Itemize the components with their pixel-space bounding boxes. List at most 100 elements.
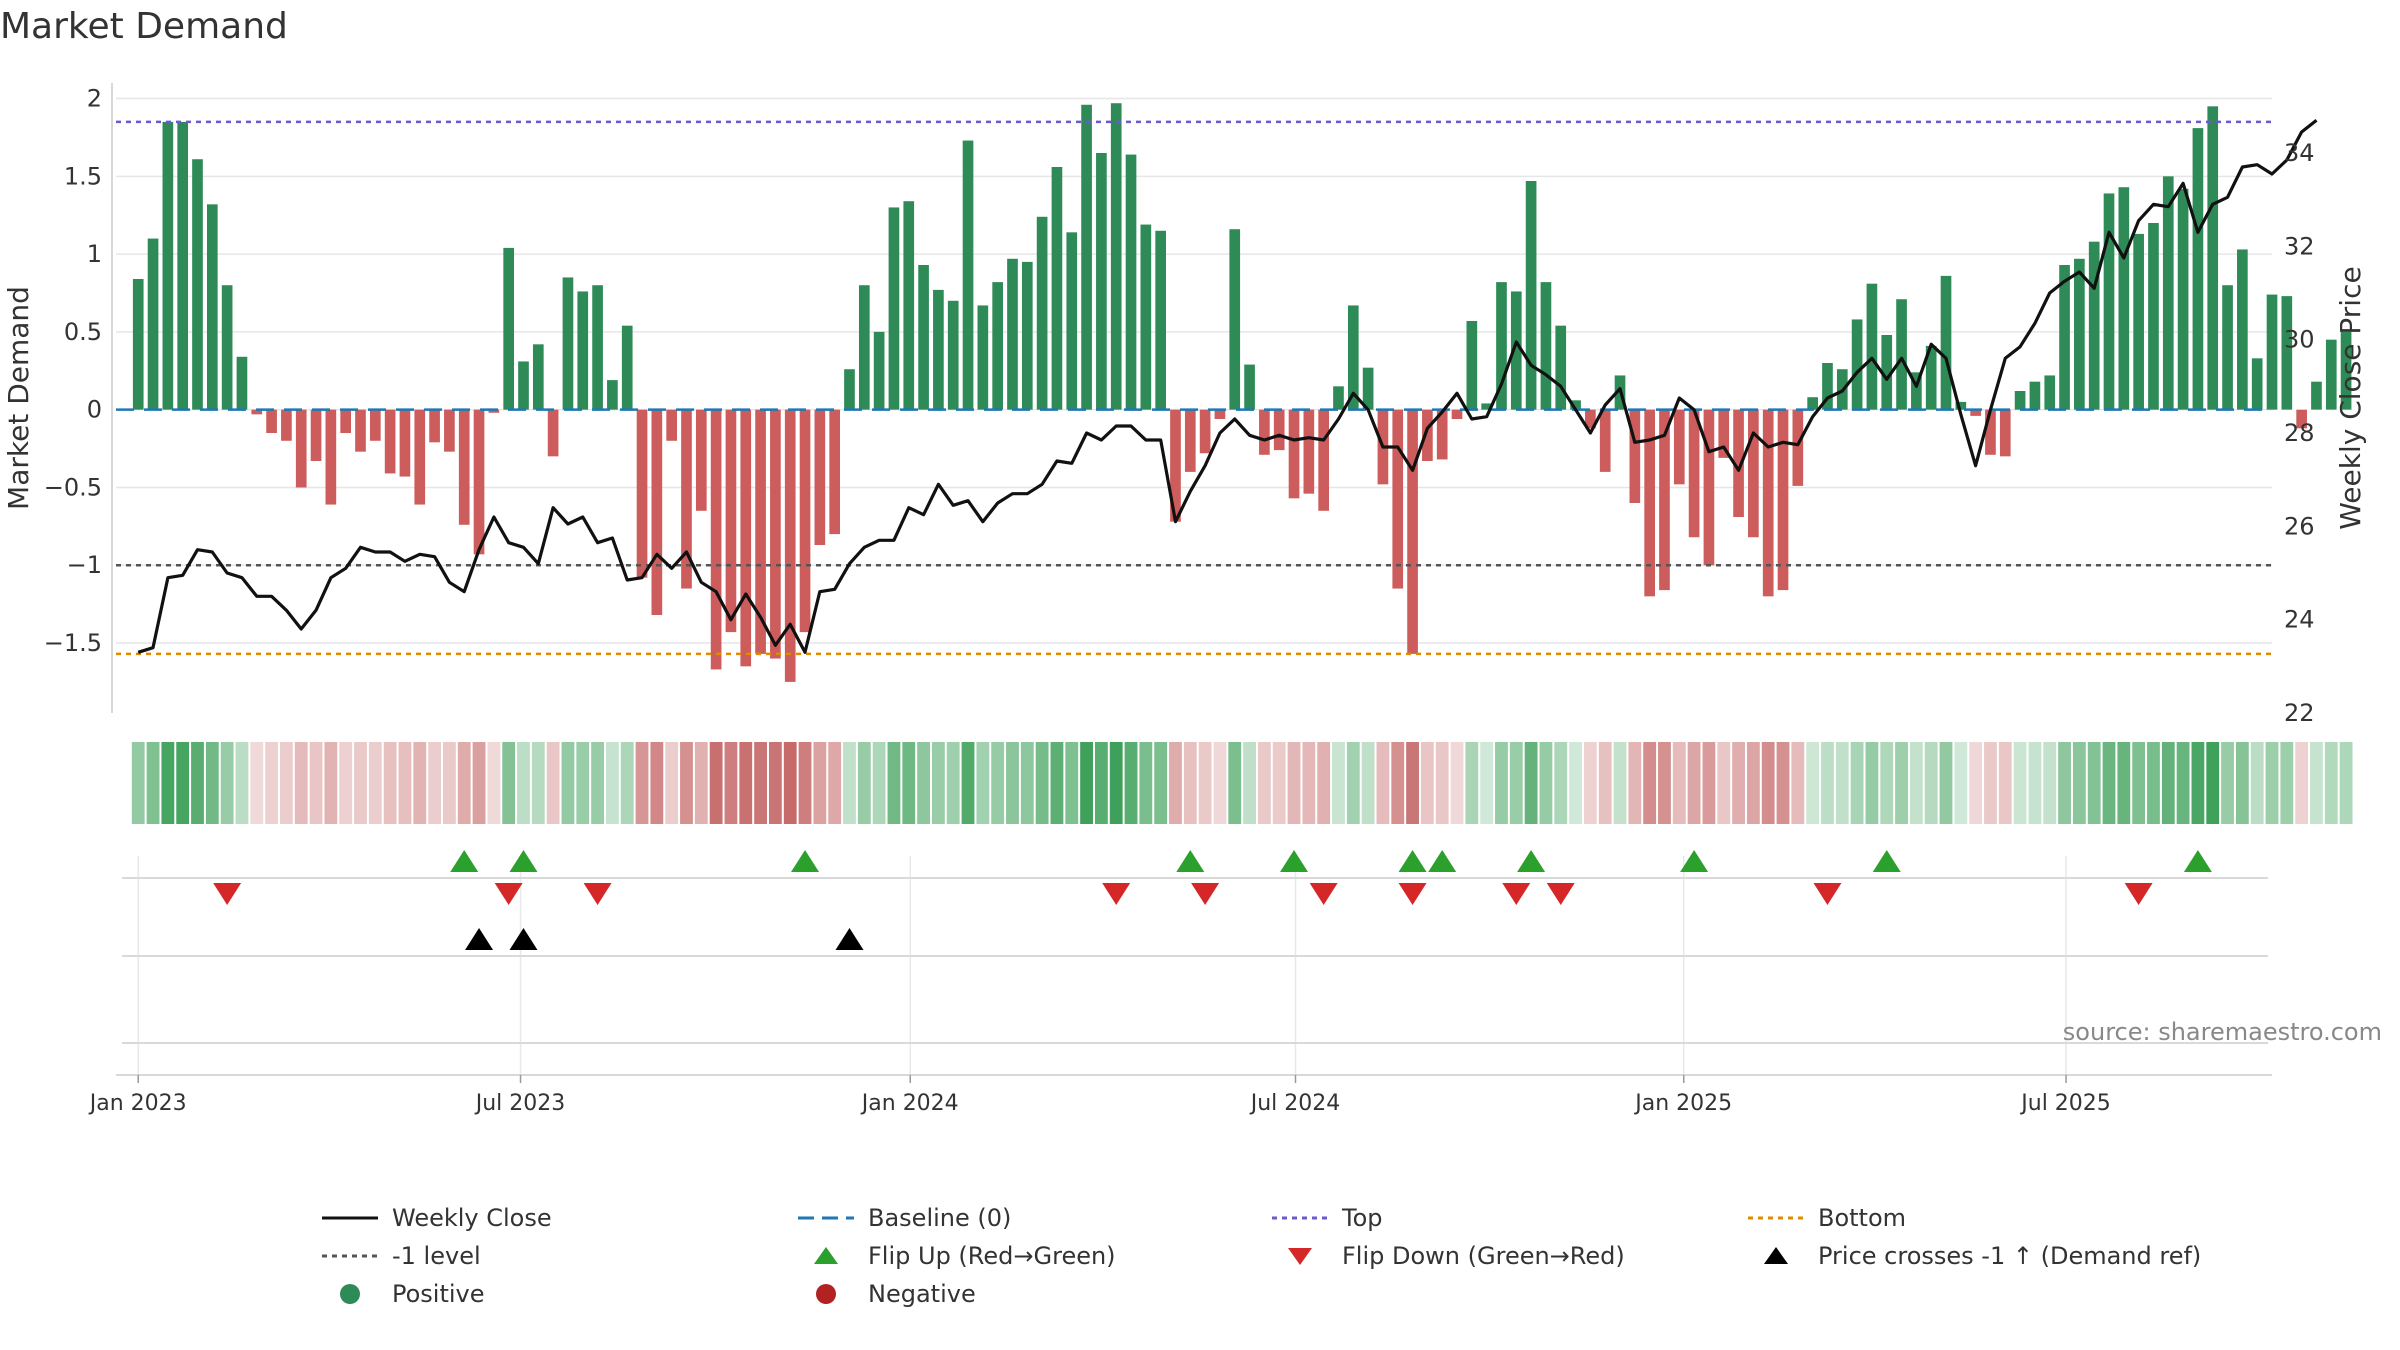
demand-bar	[221, 285, 233, 410]
heat-cell	[768, 742, 782, 824]
y-tick-label: −0.5	[44, 473, 102, 501]
heat-cell	[1243, 742, 1256, 824]
demand-bar	[2192, 128, 2204, 410]
heat-cell	[2310, 742, 2323, 824]
legend-swatch	[322, 1216, 378, 1220]
heat-cell	[161, 742, 175, 824]
demand-bar	[1762, 409, 1774, 597]
heat-cell	[1746, 742, 1760, 824]
y-tick-label: −1.5	[44, 629, 102, 657]
heat-cell	[1954, 742, 1968, 824]
heat-cell	[694, 742, 708, 824]
heat-cell	[976, 742, 990, 824]
heat-cell	[2102, 742, 2116, 824]
demand-bar	[325, 409, 337, 505]
heat-cell	[665, 742, 679, 824]
demand-bar	[2251, 358, 2263, 410]
heat-cell	[294, 742, 308, 824]
heat-cell	[1020, 742, 1034, 824]
heat-cell	[2339, 742, 2353, 824]
legend-label: Negative	[868, 1280, 976, 1308]
demand-bar	[1792, 409, 1804, 486]
heat-cell	[620, 742, 634, 824]
demand-bar	[1288, 409, 1300, 499]
heat-cell	[1495, 742, 1508, 824]
demand-bar	[1155, 230, 1166, 410]
demand-bar	[1170, 409, 1181, 522]
demand-bar	[147, 238, 159, 410]
flip-up-marker	[1428, 850, 1457, 872]
legend-swatch	[1288, 1248, 1312, 1265]
demand-bar	[1866, 283, 1878, 410]
flip-up-marker	[1517, 850, 1546, 872]
heat-cell	[235, 742, 249, 824]
demand-bar	[562, 277, 574, 410]
gridlines	[116, 97, 2272, 1075]
demand-bar	[844, 369, 855, 410]
left-y-axis: −1.5 −1 −0.5 0 0.5 1 1.5 2 Market Demand	[2, 85, 102, 657]
heat-cell	[991, 742, 1005, 824]
heat-cell	[2013, 742, 2027, 824]
demand-bar	[1451, 409, 1463, 419]
y2-tick-label: 22	[2284, 699, 2315, 727]
heat-cell	[280, 742, 293, 824]
heat-cell	[961, 742, 975, 824]
heat-cell	[265, 742, 278, 824]
demand-bar	[1851, 319, 1863, 410]
heat-cell	[1080, 742, 1093, 824]
demand-bar	[1466, 321, 1478, 410]
demand-bar	[1659, 409, 1670, 591]
demand-bar	[1051, 167, 1063, 410]
flip-marker-panel	[122, 850, 2268, 905]
demand-bar	[266, 409, 277, 433]
price-cross-marker	[509, 928, 538, 950]
heat-cell	[650, 742, 664, 824]
demand-bar	[1940, 275, 1952, 410]
heat-cell	[220, 742, 234, 824]
flip-down-marker	[583, 883, 612, 905]
demand-bar	[1955, 401, 1967, 410]
heat-cell	[1391, 742, 1405, 824]
heat-cell	[828, 742, 842, 824]
heat-cell	[2295, 742, 2309, 824]
heat-cell	[398, 742, 412, 824]
heat-cell	[1569, 742, 1582, 824]
flip-up-marker	[1280, 850, 1309, 872]
x-tick-label: Jan 2024	[860, 1091, 959, 1116]
demand-bar	[1570, 400, 1581, 410]
y-axis-label: Market Demand	[2, 286, 35, 510]
demand-bar	[1066, 232, 1078, 410]
flip-down-marker	[1813, 883, 1842, 905]
demand-bar	[933, 289, 944, 410]
demand-bar	[444, 409, 455, 452]
heat-cell	[798, 742, 812, 824]
heat-cell	[191, 742, 204, 824]
demand-bar	[1392, 409, 1404, 589]
heat-cell	[591, 742, 604, 824]
heat-cell	[2028, 742, 2042, 824]
legend-label: -1 level	[392, 1242, 481, 1270]
demand-bar	[1911, 372, 1922, 410]
heat-cell	[1821, 742, 1834, 824]
flip-up-marker	[1176, 850, 1205, 872]
heat-cell	[457, 742, 471, 824]
heat-cell	[576, 742, 590, 824]
demand-bar	[369, 409, 381, 441]
heat-cell	[1806, 742, 1820, 824]
heat-cell	[472, 742, 486, 824]
demand-bar	[666, 409, 678, 441]
demand-bar	[873, 331, 885, 410]
demand-bar	[399, 409, 411, 477]
heat-cell	[442, 742, 456, 824]
heat-cell	[1094, 742, 1108, 824]
demand-bar	[1688, 409, 1700, 538]
heat-cell	[931, 742, 945, 824]
demand-bar	[1510, 291, 1522, 410]
demand-bar	[592, 285, 603, 410]
demand-bar	[681, 409, 692, 589]
flip-down-marker	[494, 883, 523, 905]
demand-bar	[355, 409, 366, 452]
demand-bar	[2148, 223, 2159, 410]
demand-bar	[2237, 249, 2248, 410]
